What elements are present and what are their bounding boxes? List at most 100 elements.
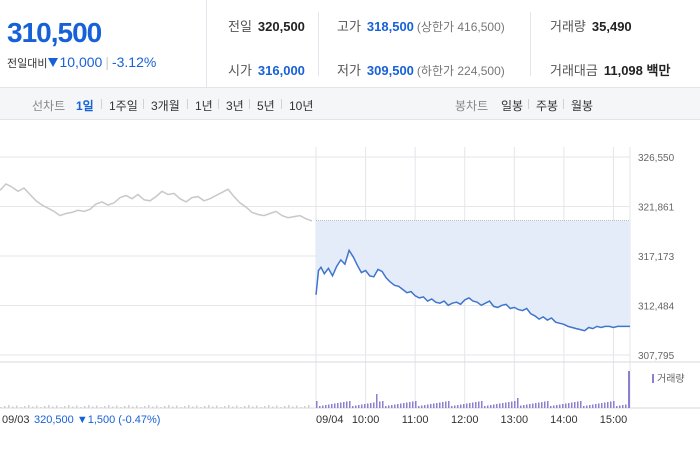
volume-bar — [412, 401, 414, 408]
volume-bar — [379, 401, 381, 408]
volume-bar-prev — [144, 406, 146, 408]
volume-bar-prev — [304, 406, 306, 408]
volume-bar-prev — [100, 407, 102, 408]
volume-bar-prev — [152, 406, 154, 408]
tab-3y[interactable]: 3년 — [226, 99, 244, 113]
tab-divider — [281, 99, 282, 109]
volume-bar — [511, 401, 513, 408]
volume-bar-prev — [204, 406, 206, 408]
tab-10y[interactable]: 10년 — [289, 99, 314, 113]
tab-3m[interactable]: 3개월 — [151, 99, 180, 113]
volume-bar — [340, 402, 342, 408]
volume-bar-prev — [52, 406, 54, 408]
tab-1y[interactable]: 1년 — [195, 99, 213, 113]
volume-bar — [361, 404, 363, 408]
volume-bar — [454, 405, 456, 408]
volume-bar — [496, 404, 498, 408]
volume-bar-prev — [40, 407, 42, 408]
tab-divider — [101, 99, 102, 109]
volume-bar-prev — [192, 406, 194, 408]
stat-value: 309,500 — [366, 63, 414, 78]
tab-1w[interactable]: 1주일 — [109, 99, 138, 113]
volume-bar — [397, 404, 399, 408]
volume-bar-prev — [260, 407, 262, 408]
volume-bar — [463, 404, 465, 408]
volume-bar-prev — [268, 405, 270, 408]
volume-bar — [577, 401, 579, 408]
x-tick-label: 14:00 — [550, 414, 578, 426]
volume-bar-prev — [48, 405, 50, 408]
volume-bar-prev — [172, 406, 174, 408]
volume-bar — [484, 406, 486, 408]
down-triangle-icon — [48, 58, 59, 67]
volume-bar — [538, 402, 540, 408]
tab-monthly-candle[interactable]: 월봉 — [571, 99, 594, 113]
volume-bar — [349, 401, 351, 408]
stat-trade-value: 거래대금 11,098 백만 — [550, 60, 670, 79]
tab-weekly-candle[interactable]: 주봉 — [536, 99, 559, 113]
volume-bar-prev — [184, 406, 186, 408]
change-percent: -3.12% — [111, 54, 157, 70]
price-chart[interactable]: 326,550 321,861 317,173 312,484 307,795 거래량 09… — [0, 120, 700, 450]
stat-low: 저가 309,500 (하한가 224,500) — [337, 60, 505, 79]
volume-bar — [418, 406, 420, 408]
tab-5y[interactable]: 5년 — [257, 99, 275, 113]
volume-bar-prev — [148, 405, 150, 408]
volume-bar — [595, 404, 597, 408]
volume-bar-prev — [240, 407, 242, 408]
volume-bar — [481, 401, 483, 408]
change-value: 10,000 — [59, 54, 103, 70]
volume-bar-prev — [308, 405, 310, 408]
column-divider — [318, 12, 319, 76]
volume-bar — [520, 405, 522, 408]
volume-bar — [421, 405, 423, 408]
stat-value: 11,098 백만 — [603, 63, 671, 78]
volume-bar-prev — [120, 407, 122, 408]
stat-volume: 거래량 35,490 — [550, 16, 632, 35]
stat-label: 시가 — [228, 63, 252, 78]
volume-bar-prev — [248, 405, 250, 408]
x-tick-label: 15:00 — [600, 414, 628, 426]
volume-bar-prev — [28, 405, 30, 408]
volume-bar-prev — [56, 405, 58, 408]
volume-bar-prev — [8, 405, 10, 408]
price-box: 310,500 전일대비 10,000 | -3.12% — [0, 0, 207, 88]
volume-bar — [547, 401, 549, 408]
tab-1d[interactable]: 1일 — [76, 99, 94, 113]
volume-bar-prev — [212, 406, 214, 408]
volume-bar — [514, 401, 516, 408]
volume-bar — [490, 405, 492, 408]
volume-bar — [622, 405, 624, 408]
volume-bar-prev — [80, 407, 82, 408]
volume-bar-prev — [216, 405, 218, 408]
volume-bar — [544, 401, 546, 408]
volume-bar — [352, 406, 354, 408]
volume-bar — [424, 405, 426, 408]
volume-bar-prev — [0, 407, 2, 408]
tab-daily-candle[interactable]: 일봉 — [501, 99, 524, 113]
volume-bar — [604, 402, 606, 408]
volume-bar-prev — [236, 405, 238, 408]
volume-bar — [430, 404, 432, 408]
volume-bar — [448, 401, 450, 408]
volume-bar-prev — [228, 405, 230, 408]
x-tick-label: 12:00 — [451, 414, 479, 426]
volume-bar — [406, 402, 408, 408]
volume-bar — [559, 404, 561, 408]
volume-bar-prev — [292, 406, 294, 408]
volume-bar — [601, 403, 603, 408]
volume-bar — [343, 402, 345, 408]
volume-bar-prev — [84, 406, 86, 408]
volume-bar-prev — [176, 405, 178, 408]
line-chart-label: 선차트 — [32, 99, 66, 113]
volume-bar-prev — [72, 406, 74, 408]
volume-bar — [367, 403, 369, 408]
current-price: 310,500 — [7, 17, 102, 48]
volume-bar-prev — [20, 407, 22, 408]
lower-limit: (하한가 224,500) — [416, 64, 505, 78]
volume-bar-prev — [140, 407, 142, 408]
volume-bar — [451, 406, 453, 408]
stat-prev-close: 전일 320,500 — [228, 16, 305, 35]
volume-bar — [517, 398, 519, 408]
volume-bar — [328, 404, 330, 408]
